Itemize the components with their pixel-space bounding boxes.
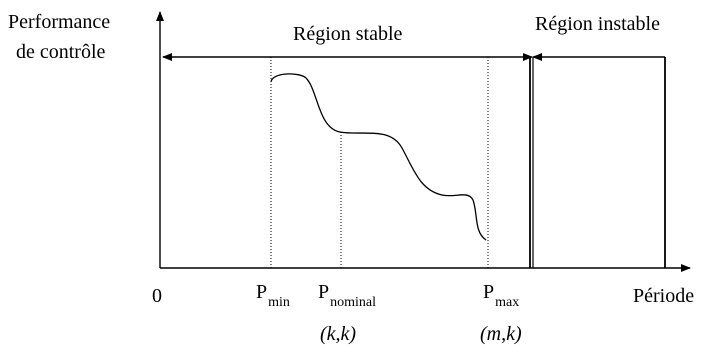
performance-curve [270,73,487,241]
pmax-sub: max [495,295,519,310]
pnominal-sub: nominal [330,295,376,310]
y-axis-label-line1: Performance [8,11,110,33]
x-axis-label: Période [633,285,694,307]
origin-label: 0 [152,285,162,307]
nominal-pair: (k,k) [320,323,356,345]
pnominal-main: P [318,281,329,303]
y-axis-label-line2: de contrôle [16,41,106,63]
pmax-label: Pmax [483,281,519,310]
stable-region-label: Région stable [293,23,403,45]
unstable-region-label: Région instable [535,13,660,35]
pmin-sub: min [268,295,290,310]
pmin-label: Pmin [256,281,290,310]
pmin-main: P [256,281,267,303]
pnominal-label: Pnominal [318,281,376,310]
max-pair: (m,k) [480,323,522,345]
pmax-main: P [483,281,494,303]
